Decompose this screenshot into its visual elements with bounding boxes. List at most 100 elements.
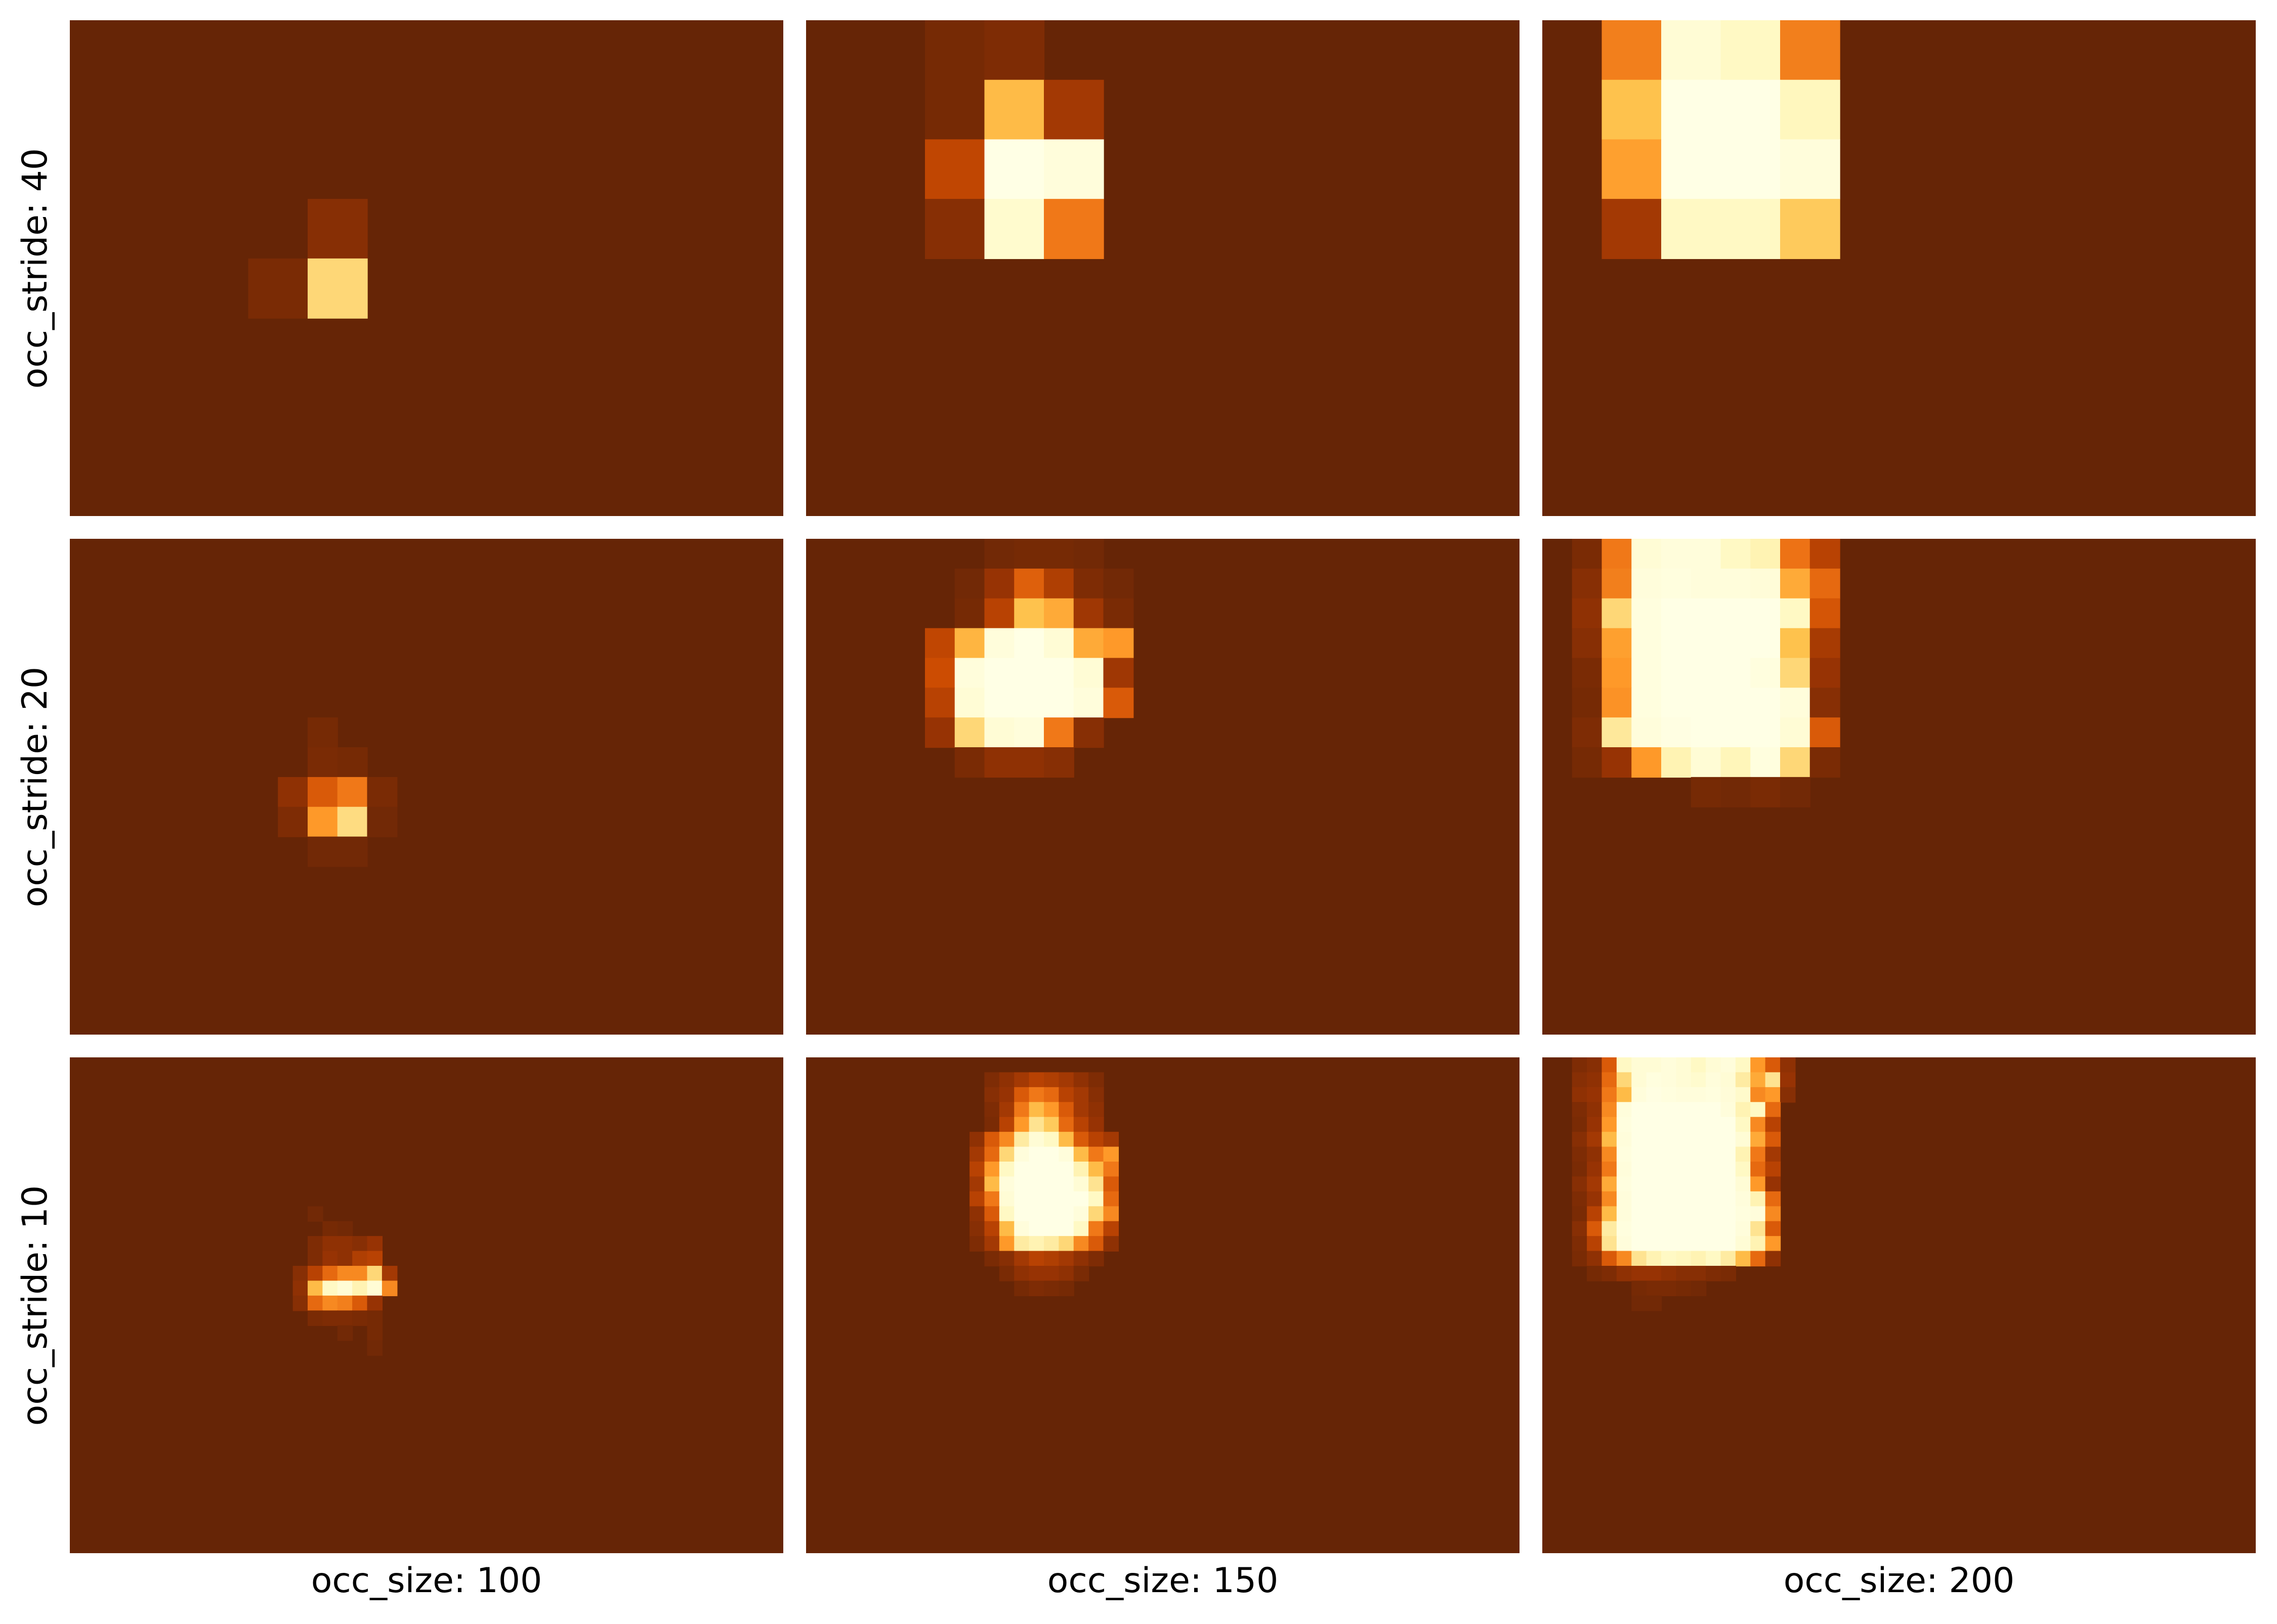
heatmap-cell xyxy=(1706,1176,1721,1192)
heatmap-cell xyxy=(1088,1117,1104,1133)
heatmap-cell xyxy=(1661,1132,1677,1147)
heatmap-cell xyxy=(1631,688,1662,718)
heatmap-cell xyxy=(1014,1206,1030,1222)
heatmap-cell xyxy=(1691,1072,1707,1088)
heatmap-cell xyxy=(337,1295,353,1311)
heatmap-cell xyxy=(1676,1191,1692,1207)
heatmap-cell xyxy=(1765,1132,1781,1147)
heatmap-cell xyxy=(1014,658,1045,689)
heatmap-cell xyxy=(1735,1146,1751,1163)
heatmap-cell xyxy=(1765,1146,1781,1163)
heatmap-cell xyxy=(1765,1162,1781,1177)
heatmap-cell xyxy=(1691,568,1721,599)
heatmap-cell xyxy=(1735,1236,1751,1252)
heatmap-cell xyxy=(1601,1057,1618,1073)
heatmap-cell xyxy=(1661,1162,1677,1177)
heatmap-cell xyxy=(322,1280,338,1297)
heatmap-cell xyxy=(1601,1236,1618,1252)
heatmap-cell xyxy=(1572,1132,1588,1147)
heatmap-cell xyxy=(1616,1176,1632,1192)
heatmap-cell xyxy=(1661,1102,1677,1118)
heatmap-cell xyxy=(1587,1102,1603,1118)
heatmap-cell xyxy=(1059,1191,1074,1207)
heatmap-cell xyxy=(1661,1236,1677,1252)
heatmap-cell xyxy=(954,628,985,659)
heatmap-cell xyxy=(1720,1132,1737,1147)
heatmap-cell xyxy=(1103,1221,1119,1237)
heatmap-cell xyxy=(278,777,309,807)
heatmap-cell xyxy=(984,717,1015,748)
heatmap-cell xyxy=(1780,1057,1796,1073)
heatmap-cell xyxy=(1720,628,1751,659)
heatmap-cell xyxy=(367,1266,383,1281)
heatmap-cell xyxy=(1073,1117,1089,1133)
heatmap-cell xyxy=(1044,79,1104,140)
heatmap-cell xyxy=(1029,1087,1045,1103)
heatmap-cell xyxy=(1765,1117,1781,1133)
heatmap-cell xyxy=(1616,1146,1632,1163)
heatmap-cell xyxy=(1014,1146,1030,1163)
heatmap-cell xyxy=(925,79,985,140)
heatmap-cell xyxy=(1646,1072,1662,1088)
heatmap-cell xyxy=(308,199,368,260)
heatmap-cell xyxy=(1088,1072,1104,1088)
heatmap-cell xyxy=(984,1251,1000,1267)
heatmap-cell xyxy=(1809,717,1840,748)
heatmap-cell xyxy=(925,20,985,80)
heatmap-cell xyxy=(1029,1132,1045,1147)
heatmap-cell xyxy=(1103,598,1134,629)
heatmap-cell xyxy=(1676,1146,1692,1163)
heatmap-cell xyxy=(1059,1117,1074,1133)
heatmap-cell xyxy=(1073,1236,1089,1252)
heatmap-cell xyxy=(367,806,398,837)
heatmap-cell xyxy=(984,1072,1000,1088)
heatmap-cell xyxy=(1706,1162,1721,1177)
heatmap-cell xyxy=(1676,1072,1692,1088)
heatmap-cell xyxy=(1780,747,1810,778)
heatmap-cell xyxy=(1587,1236,1603,1252)
heatmap-cell xyxy=(352,1236,368,1252)
heatmap-cell xyxy=(925,658,955,689)
heatmap-cell xyxy=(1103,1176,1119,1192)
heatmap-cell xyxy=(1601,658,1632,689)
heatmap-cell xyxy=(337,777,368,807)
heatmap-cell xyxy=(1646,1251,1662,1267)
heatmap-cell xyxy=(1706,1087,1721,1103)
heatmap-cell xyxy=(1103,1162,1119,1177)
heatmap-cell xyxy=(1691,1087,1707,1103)
heatmap-svg xyxy=(1542,539,2256,1035)
heatmap-cell xyxy=(1646,1162,1662,1177)
heatmap-cell xyxy=(1661,1266,1677,1281)
heatmap-cell xyxy=(1088,1132,1104,1147)
heatmap-cell xyxy=(969,1236,985,1252)
heatmap-cell xyxy=(1073,1266,1089,1281)
heatmap-cell xyxy=(1750,1117,1766,1133)
heatmap-cell xyxy=(1616,1206,1632,1222)
heatmap-cell xyxy=(1044,1251,1060,1267)
heatmap-cell xyxy=(308,747,338,778)
heatmap-cell xyxy=(1059,1236,1074,1252)
heatmap-cell xyxy=(1691,1206,1707,1222)
heatmap-cell xyxy=(1676,1117,1692,1133)
heatmap-cell xyxy=(1676,1057,1692,1073)
heatmap-cell xyxy=(1572,1176,1588,1192)
heatmap-cell xyxy=(322,1221,338,1237)
heatmap-cell xyxy=(1631,1251,1647,1267)
heatmap-cell xyxy=(1706,1146,1721,1163)
heatmap-cell xyxy=(1750,1236,1766,1252)
heatmap-cell xyxy=(984,1206,1000,1222)
row-label-stride-40: occ_stride: 40 xyxy=(0,20,71,516)
heatmap-cell xyxy=(308,1206,323,1222)
heatmap-cell xyxy=(1044,1191,1060,1207)
heatmap-cell xyxy=(1616,1117,1632,1133)
heatmap-cell xyxy=(1014,1176,1030,1192)
heatmap-cell xyxy=(1073,1102,1089,1118)
heatmap-cell xyxy=(1044,568,1074,599)
heatmap-cell xyxy=(1720,20,1781,80)
heatmap-cell xyxy=(1044,1087,1060,1103)
heatmap-cell xyxy=(1631,1191,1647,1207)
heatmap-cell xyxy=(337,806,368,837)
heatmap-cell xyxy=(1631,1057,1647,1073)
heatmap-cell xyxy=(1720,688,1751,718)
heatmap-cell xyxy=(984,658,1015,689)
